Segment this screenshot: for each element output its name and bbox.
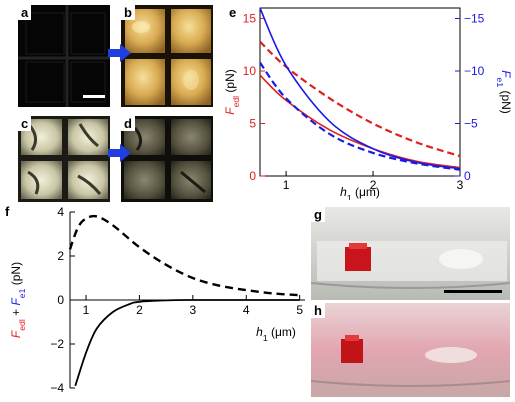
chart-e-yright-tick-label: −5	[464, 117, 478, 131]
chart-e-frame	[259, 7, 461, 177]
panel-label-b: b	[121, 5, 135, 20]
chart-e-series-red-solid	[259, 74, 461, 169]
chart-f-y-label-part-5: (pN)	[9, 262, 23, 289]
chart-e-series-red-dashed	[259, 40, 461, 158]
panel-g-scene	[311, 207, 510, 300]
panel-label-a: a	[18, 5, 32, 20]
chart-e-yleft-label-part-1: edl	[231, 96, 241, 108]
chart-f-y-label-part-1: edl	[17, 319, 27, 331]
panel-label-d: d	[121, 116, 135, 131]
chart-e-x-label: h1 (μm)	[340, 185, 380, 200]
chart-f-x-tick-label: 4	[243, 303, 250, 317]
chart-e-x-tick-label: 3	[457, 178, 464, 192]
panel-label-e: e	[229, 5, 237, 20]
panel-a-grid	[18, 5, 110, 107]
chart-e-yright-tick-label: −15	[464, 12, 485, 26]
panel-label-g: g	[311, 207, 325, 222]
chart-f-x-tick-label: 1	[83, 303, 90, 317]
right-arrow-icon	[108, 144, 131, 162]
panel-label-c: c	[18, 116, 32, 131]
chart-f-y-label-part-3: F	[9, 298, 23, 306]
chart-e-yleft-tick-label: 0	[249, 169, 256, 183]
panel-label-f: f	[5, 204, 10, 219]
panel-b-grid	[125, 9, 211, 105]
chart-f-y-label-part-4: e1	[17, 288, 27, 298]
chart-e-yleft-tick-label: 5	[249, 117, 256, 131]
chart-e-yleft-tick-label: 15	[243, 12, 257, 26]
chart-e-x-tick-label: 2	[370, 178, 377, 192]
chart-e-yright-tick-label: 0	[464, 169, 471, 183]
panel-d-grid	[124, 119, 211, 199]
panel-h-scene	[311, 303, 510, 397]
chart-f-series-dashed	[68, 214, 300, 297]
chart-e-yright-label-part-1: e1	[495, 78, 505, 88]
chart-f-y-label-part-0: F	[9, 330, 23, 338]
panel-d-micrograph: d	[121, 116, 213, 202]
chart-e-yright-tick-label: −10	[464, 64, 485, 78]
chart-f-x-tick-label: 3	[189, 303, 196, 317]
chart-e-yleft-label-part-2: (pN)	[223, 69, 237, 96]
panel-label-h: h	[311, 303, 325, 318]
chart-f-series-solid	[74, 299, 300, 387]
chart-e-x-label-part-0: h	[340, 185, 347, 199]
chart-e-x-tick-label: 1	[283, 178, 290, 192]
chart-f-y-label: Fedl + Fe1 (pN)	[9, 262, 27, 338]
chart-f-y-tick-label: −2	[50, 337, 64, 351]
panel-h-photo: h	[311, 303, 510, 397]
chart-f-y-tick-label: 0	[57, 293, 64, 307]
chart-e-yright-label-part-2: (pN)	[499, 87, 513, 114]
panel-b-micrograph: b	[121, 5, 213, 107]
scale-bar-g	[444, 290, 502, 293]
panel-g-photo: g	[311, 207, 510, 300]
chart-f-x-label-part-1: 1	[263, 333, 268, 343]
chart-f-y-label-part-2: +	[9, 306, 23, 320]
chart-e-yright-label-part-0: F	[499, 70, 513, 78]
panel-a-micrograph: a	[18, 5, 110, 107]
chart-f-x-label-part-2: (μm)	[268, 325, 296, 339]
chart-f-y-tick-label: −4	[50, 381, 64, 395]
chart-e-yright-label: Fe1 (pN)	[495, 70, 513, 114]
chart-f-y-tick-label: 4	[57, 205, 64, 219]
chart-e-x-label-part-2: (μm)	[352, 185, 380, 199]
chart-e-x-label-part-1: 1	[347, 193, 352, 200]
right-arrow-icon	[108, 44, 131, 62]
chart-e-yleft-label-part-0: F	[223, 107, 237, 115]
chart-e-yleft-label: Fedl (pN)	[223, 69, 241, 115]
chart-f-y-tick-label: 2	[57, 249, 64, 263]
panel-c-grid	[21, 119, 108, 199]
panel-c-micrograph: c	[18, 116, 110, 202]
chart-e-yleft-tick-label: 10	[243, 64, 257, 78]
scale-bar-a	[83, 95, 105, 98]
chart-f-x-label: h1 (μm)	[256, 325, 296, 343]
chart-e-series-blue-solid	[259, 7, 461, 170]
chart-f-x-tick-label: 5	[296, 303, 303, 317]
chart-f-x-label-part-0: h	[256, 325, 263, 339]
chart-f-x-tick-label: 2	[136, 303, 143, 317]
chart-e-series-blue-dashed	[259, 61, 461, 171]
